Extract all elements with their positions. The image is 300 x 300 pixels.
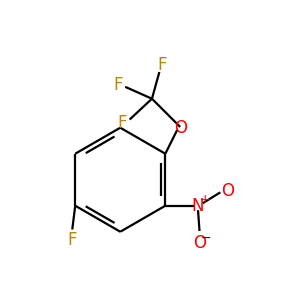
Text: N: N	[192, 197, 204, 215]
Text: −: −	[201, 232, 211, 245]
Text: F: F	[68, 231, 77, 249]
Text: F: F	[118, 113, 127, 131]
Text: F: F	[157, 56, 166, 74]
Text: O: O	[174, 119, 187, 137]
Text: +: +	[199, 193, 210, 206]
Text: F: F	[113, 76, 122, 94]
Text: O: O	[193, 234, 206, 252]
Text: O: O	[220, 182, 234, 200]
